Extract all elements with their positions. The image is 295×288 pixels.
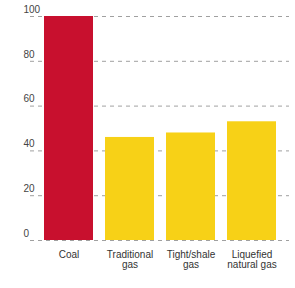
svg-text:20: 20 — [24, 183, 36, 194]
svg-text:Traditionalgas: Traditionalgas — [107, 249, 153, 270]
svg-text:Coal: Coal — [59, 249, 80, 260]
svg-text:Liquefiednatural gas: Liquefiednatural gas — [227, 249, 276, 270]
svg-text:80: 80 — [24, 49, 36, 60]
svg-text:40: 40 — [24, 138, 36, 149]
svg-text:60: 60 — [24, 93, 36, 104]
svg-text:Tight/shalegas: Tight/shalegas — [167, 249, 216, 270]
svg-text:100: 100 — [24, 4, 41, 15]
svg-text:0: 0 — [24, 228, 30, 239]
